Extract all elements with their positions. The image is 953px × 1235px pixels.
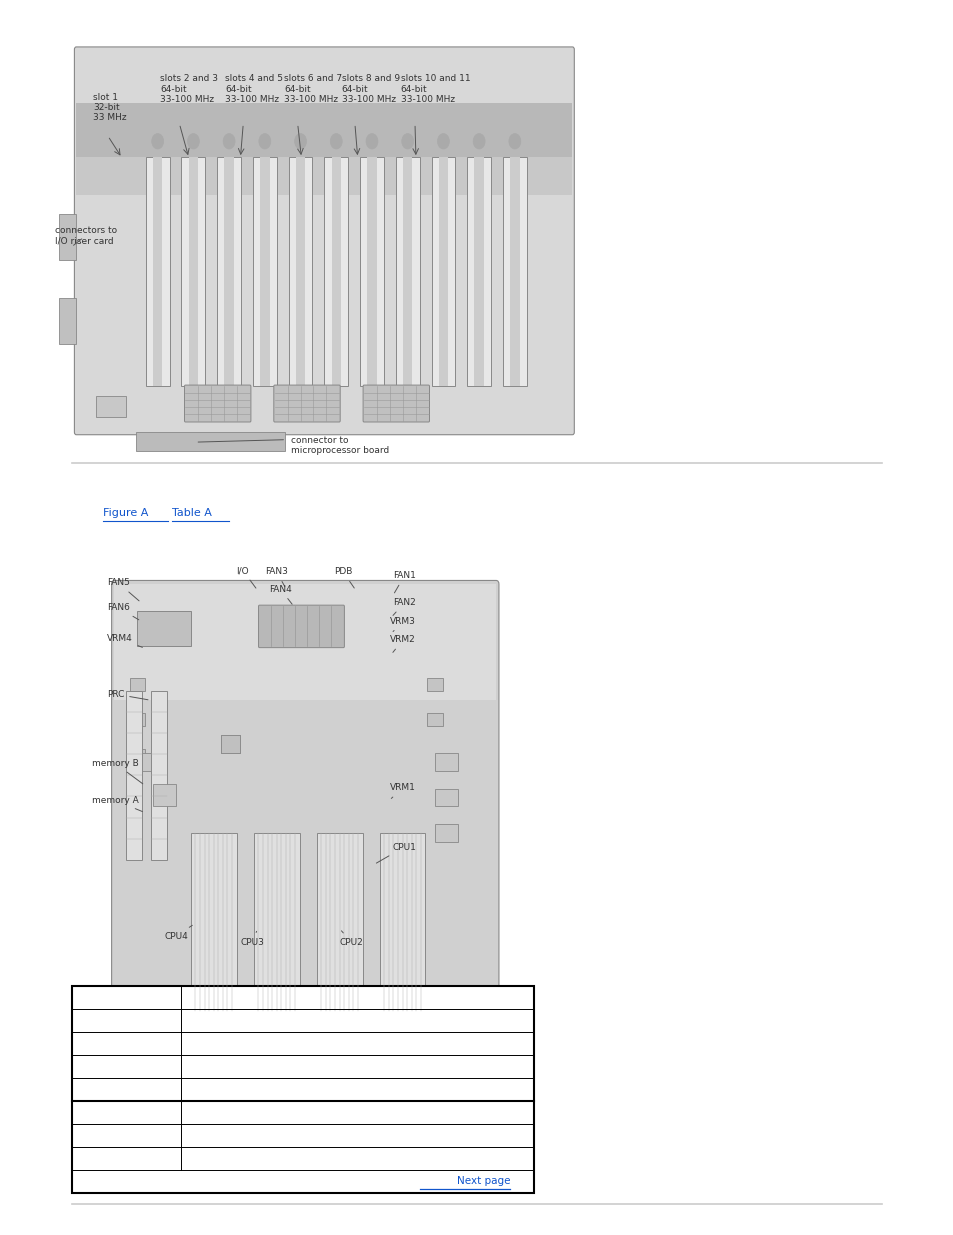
- Bar: [467, 157, 491, 387]
- Bar: [217, 157, 241, 387]
- Bar: [130, 678, 145, 690]
- Bar: [152, 784, 175, 806]
- Bar: [221, 735, 240, 753]
- FancyBboxPatch shape: [112, 580, 498, 1032]
- Bar: [427, 678, 442, 690]
- Bar: [221, 735, 240, 753]
- Bar: [96, 396, 126, 417]
- Bar: [126, 690, 142, 860]
- FancyBboxPatch shape: [274, 385, 340, 422]
- Text: slots 10 and 11
64-bit
33-100 MHz: slots 10 and 11 64-bit 33-100 MHz: [400, 74, 470, 104]
- Circle shape: [330, 133, 342, 149]
- Text: VRM1: VRM1: [390, 783, 416, 799]
- FancyBboxPatch shape: [184, 385, 251, 422]
- Bar: [137, 611, 191, 646]
- Bar: [316, 834, 362, 1011]
- Bar: [76, 157, 572, 195]
- Bar: [502, 157, 526, 387]
- Circle shape: [152, 133, 164, 149]
- FancyBboxPatch shape: [258, 605, 344, 647]
- Text: connector to
microprocessor board: connector to microprocessor board: [291, 436, 389, 456]
- Circle shape: [366, 133, 377, 149]
- Bar: [379, 834, 425, 1011]
- Bar: [395, 157, 419, 387]
- Bar: [253, 834, 299, 1011]
- Bar: [151, 690, 167, 860]
- Bar: [253, 157, 276, 387]
- Bar: [359, 157, 383, 387]
- Circle shape: [401, 133, 414, 149]
- Circle shape: [473, 133, 484, 149]
- Bar: [427, 713, 442, 726]
- Bar: [59, 299, 76, 345]
- Circle shape: [187, 133, 199, 149]
- Bar: [367, 157, 376, 387]
- Bar: [181, 157, 205, 387]
- Text: memory B: memory B: [91, 758, 143, 784]
- Circle shape: [223, 133, 234, 149]
- Text: VRM2: VRM2: [390, 635, 416, 652]
- Text: Next page: Next page: [456, 1177, 510, 1187]
- Bar: [435, 824, 457, 842]
- Bar: [295, 157, 305, 387]
- Bar: [130, 713, 145, 726]
- Bar: [224, 157, 233, 387]
- Bar: [191, 834, 236, 1011]
- Text: CPU4: CPU4: [164, 925, 193, 941]
- Text: memory A: memory A: [91, 795, 142, 811]
- Text: slots 6 and 7
64-bit
33-100 MHz: slots 6 and 7 64-bit 33-100 MHz: [284, 74, 342, 104]
- Text: VRM4: VRM4: [107, 634, 142, 647]
- Text: PDB: PDB: [334, 567, 354, 588]
- Text: CPU2: CPU2: [339, 931, 363, 947]
- Bar: [135, 432, 284, 452]
- Bar: [59, 214, 76, 261]
- Bar: [130, 753, 152, 771]
- Bar: [289, 157, 313, 387]
- Text: FAN1: FAN1: [393, 571, 416, 593]
- Text: connectors to
I/O riser card: connectors to I/O riser card: [55, 226, 117, 246]
- Bar: [324, 157, 348, 387]
- Bar: [76, 103, 572, 157]
- Bar: [435, 789, 457, 806]
- Bar: [331, 157, 340, 387]
- Text: I/O: I/O: [236, 566, 255, 588]
- Bar: [71, 986, 534, 1193]
- Text: CPU3: CPU3: [240, 931, 264, 947]
- Text: FAN6: FAN6: [107, 603, 138, 620]
- Text: slots 4 and 5
64-bit
33-100 MHz: slots 4 and 5 64-bit 33-100 MHz: [225, 74, 283, 104]
- Bar: [435, 753, 457, 771]
- Text: Table A: Table A: [172, 508, 212, 517]
- Text: CPU1: CPU1: [376, 842, 416, 863]
- Text: slots 2 and 3
64-bit
33-100 MHz: slots 2 and 3 64-bit 33-100 MHz: [160, 74, 218, 104]
- Circle shape: [508, 133, 520, 149]
- Text: FAN3: FAN3: [265, 567, 288, 587]
- Bar: [402, 157, 412, 387]
- Bar: [510, 157, 519, 387]
- Circle shape: [258, 133, 271, 149]
- Text: FAN2: FAN2: [393, 598, 416, 615]
- Text: FAN4: FAN4: [269, 584, 292, 604]
- Text: PRC: PRC: [107, 689, 148, 700]
- Bar: [474, 157, 483, 387]
- Text: slot 1
32-bit
33 MHz: slot 1 32-bit 33 MHz: [93, 93, 127, 122]
- Text: VRM3: VRM3: [390, 616, 416, 631]
- Bar: [130, 748, 145, 762]
- Text: Figure A: Figure A: [103, 508, 149, 517]
- Bar: [189, 157, 198, 387]
- Bar: [146, 157, 170, 387]
- FancyBboxPatch shape: [363, 385, 429, 422]
- Bar: [260, 157, 270, 387]
- Text: slots 8 and 9
64-bit
33-100 MHz: slots 8 and 9 64-bit 33-100 MHz: [341, 74, 399, 104]
- Bar: [431, 157, 455, 387]
- Circle shape: [294, 133, 306, 149]
- Bar: [114, 584, 496, 700]
- Circle shape: [437, 133, 449, 149]
- Text: FAN5: FAN5: [107, 578, 139, 601]
- Bar: [152, 157, 162, 387]
- Bar: [438, 157, 448, 387]
- FancyBboxPatch shape: [74, 47, 574, 435]
